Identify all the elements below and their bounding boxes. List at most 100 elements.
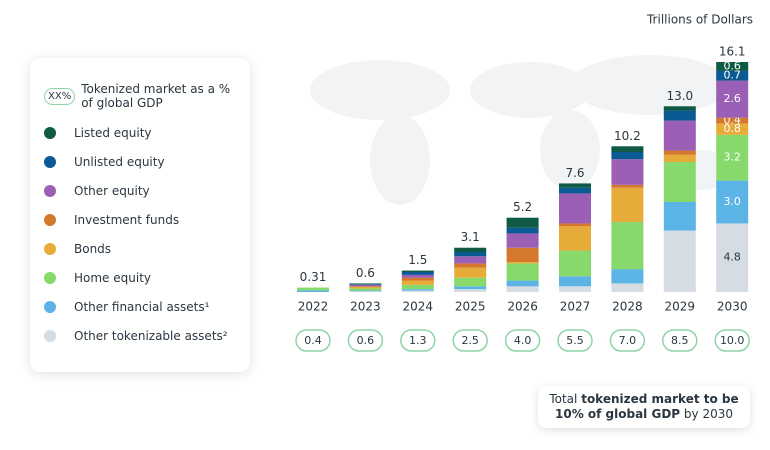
callout-text: Total <box>549 392 578 406</box>
legend-swatch <box>44 271 56 284</box>
bar-segment <box>506 217 539 228</box>
bar-segment <box>506 280 539 287</box>
total-label: 0.6 <box>356 266 375 280</box>
legend-label: Home equity <box>74 270 151 285</box>
bar-segment <box>349 284 382 285</box>
bar-segment <box>611 146 644 152</box>
bar-segment <box>297 290 329 292</box>
bar-segment <box>663 110 696 121</box>
gdp-pill <box>609 329 646 352</box>
gdp-label: 2.5 <box>461 334 479 347</box>
segment-label: 2.6 <box>723 92 741 105</box>
gdp-pill <box>400 329 436 352</box>
gdp-pill <box>714 329 750 352</box>
callout: Total tokenized market to be 10% of globa… <box>538 386 750 428</box>
bar-segment <box>663 106 696 111</box>
bar-segment <box>349 283 382 285</box>
segment-label: 3.0 <box>723 195 741 208</box>
bar-segment <box>349 288 382 291</box>
gdp-pill <box>347 329 384 352</box>
bar-segment <box>559 276 591 287</box>
gdp-label: 8.5 <box>671 334 689 347</box>
bar-segment <box>349 291 382 292</box>
legend-item: Home equity <box>44 263 238 292</box>
legend-item: Other financial assets¹ <box>44 292 238 321</box>
bar-segment <box>454 252 487 257</box>
bar-segment <box>506 233 539 248</box>
legend-swatch <box>44 300 56 313</box>
gdp-label: 1.3 <box>409 334 427 347</box>
segment-label: 0.7 <box>723 69 741 82</box>
total-label: 7.6 <box>565 166 584 180</box>
bar-segment <box>401 289 434 291</box>
bar-segment <box>506 227 539 234</box>
legend-gdp: XX% Tokenized market as a % of global GD… <box>44 82 238 110</box>
legend-label: Bonds <box>74 241 112 256</box>
gdp-pill <box>557 329 593 352</box>
legend-swatch <box>44 329 56 342</box>
total-label: 3.1 <box>461 230 480 244</box>
gdp-label: 4.0 <box>514 334 532 347</box>
bar-segment <box>349 284 382 287</box>
bar-segment <box>506 286 539 292</box>
bar-segment <box>401 284 434 290</box>
segment-label: 4.8 <box>723 251 741 264</box>
bar-segment <box>506 262 539 264</box>
total-label: 13.0 <box>666 89 693 103</box>
bar-segment <box>401 277 434 281</box>
x-tick-label: 2028 <box>612 300 643 314</box>
bar-segment <box>559 286 591 292</box>
bar-segment <box>454 289 487 292</box>
callout-text: tokenized market to be <box>581 392 739 406</box>
bar-segment <box>559 250 591 277</box>
bar-segment <box>401 274 434 278</box>
bar-segment <box>401 272 434 275</box>
gdp-label: 10.0 <box>720 334 745 347</box>
bar-segment <box>559 187 591 194</box>
x-tick-label: 2022 <box>298 300 329 314</box>
bar-segment <box>506 263 539 281</box>
legend-swatch <box>44 213 56 226</box>
bar-segment <box>611 222 644 270</box>
total-label: 16.1 <box>719 45 746 59</box>
segment-label: 3.2 <box>723 151 741 164</box>
world-map-background <box>310 55 735 205</box>
legend: XX% Tokenized market as a % of global GD… <box>30 58 250 372</box>
gdp-label: 5.5 <box>566 334 584 347</box>
segment-label: 0.6 <box>723 59 741 72</box>
x-tick-label: 2027 <box>560 300 591 314</box>
bar-segment <box>559 226 591 251</box>
legend-item: Bonds <box>44 234 238 263</box>
total-label: 1.5 <box>408 253 427 267</box>
legend-swatch <box>44 155 56 168</box>
legend-label: Other financial assets¹ <box>74 299 210 314</box>
bar-segment <box>559 183 591 188</box>
bar-segment <box>611 152 644 160</box>
gdp-pill <box>504 329 541 352</box>
legend-label: Other equity <box>74 183 150 198</box>
unit-label: Trillions of Dollars <box>646 13 753 27</box>
bar-segment <box>454 267 487 278</box>
bar-segment <box>716 70 749 81</box>
x-tick-label: 2025 <box>455 300 486 314</box>
legend-label: Other tokenizable assets² <box>74 328 228 343</box>
total-label: 0.31 <box>300 270 327 284</box>
callout-line: 10% of global GDP by 2030 <box>538 407 750 422</box>
legend-label: Listed equity <box>74 125 152 140</box>
legend-gdp-sample: XX% <box>44 87 76 105</box>
bar-segment <box>454 247 487 252</box>
bar-segment <box>349 290 382 292</box>
gdp-label: 0.4 <box>304 334 322 347</box>
gdp-label: 7.0 <box>619 334 637 347</box>
legend-items: Listed equity Unlisted equity Other equity… <box>44 118 238 350</box>
bar-segment <box>559 223 591 227</box>
gdp-pill <box>295 329 331 352</box>
bar-segment <box>663 230 696 292</box>
bar-segment <box>349 286 382 287</box>
bar-segment <box>716 134 749 181</box>
bar-segment <box>297 287 329 291</box>
callout-text: by 2030 <box>683 407 733 421</box>
gdp-pill <box>452 329 488 352</box>
bar-segment <box>401 290 434 292</box>
